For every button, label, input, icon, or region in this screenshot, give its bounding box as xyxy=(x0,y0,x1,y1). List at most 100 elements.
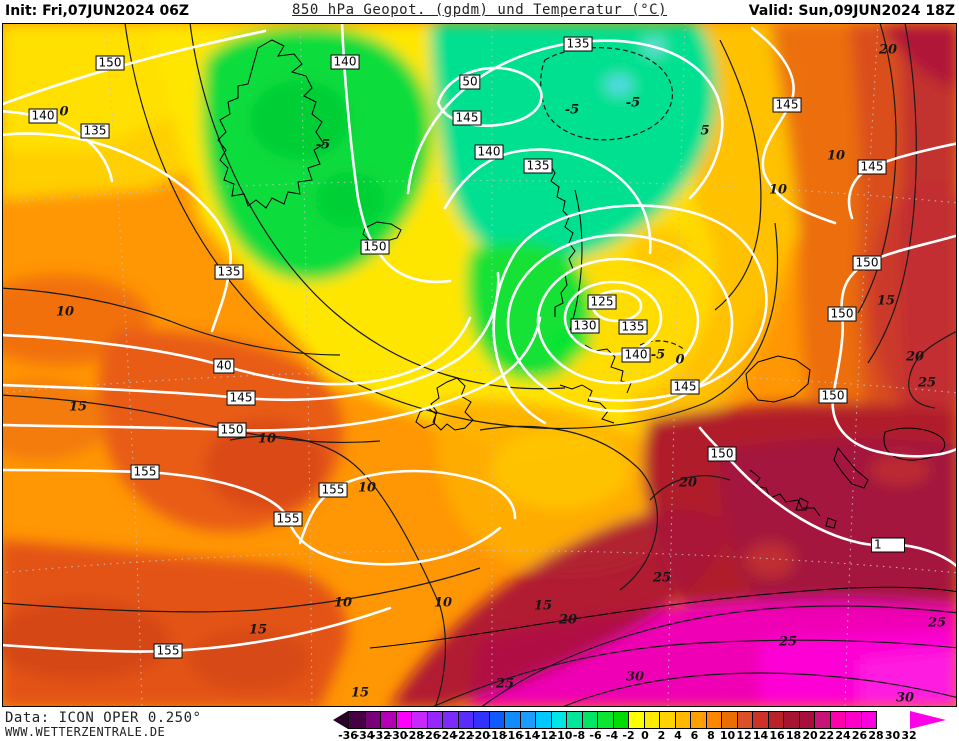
temperature-label: -5 xyxy=(650,347,666,363)
colorbar-tick-label: -12 xyxy=(536,729,556,741)
temperature-label: 25 xyxy=(927,615,947,631)
temperature-label: 0 xyxy=(675,352,685,368)
colorbar-tick-label: 16 xyxy=(769,729,785,741)
geopotential-label: 130 xyxy=(570,318,600,334)
temperature-label: -5 xyxy=(625,95,641,111)
temperature-contours xyxy=(2,23,957,707)
colorbar-cell xyxy=(442,712,458,728)
colorbar-tick-label: -30 xyxy=(387,729,408,741)
temperature-label: 5 xyxy=(700,123,710,139)
geopotential-label: 150 xyxy=(852,255,882,271)
colorbar-tick-label: 14 xyxy=(752,729,769,741)
colorbar-cell xyxy=(566,712,582,728)
colorbar-tick-label: 24 xyxy=(835,729,851,741)
footer-bar: Data: ICON OPER 0.250° WWW.WETTERZENTRAL… xyxy=(0,708,959,741)
temperature-label: 10 xyxy=(333,595,353,611)
colorbar-tick-label: -18 xyxy=(486,729,507,741)
colorbar-cell xyxy=(488,712,504,728)
geopotential-label: 135 xyxy=(618,319,648,335)
geopotential-label: 150 xyxy=(827,306,857,322)
geopotential-label: 40 xyxy=(213,358,235,374)
colorbar-cell xyxy=(628,712,644,728)
colorbar-tick-label: 22 xyxy=(818,729,835,741)
colorbar-tick-label: -4 xyxy=(605,729,619,741)
geopotential-label: 150 xyxy=(217,422,247,438)
colorbar-cell xyxy=(581,712,597,728)
colorbar-tick-label: -36 xyxy=(338,729,358,741)
geopotential-label: 150 xyxy=(707,446,737,462)
temperature-label: -5 xyxy=(564,102,580,118)
geopotential-label: 140 xyxy=(330,54,360,70)
colorbar-cell xyxy=(845,712,861,728)
graticule xyxy=(2,23,957,707)
colorbar-cell xyxy=(364,712,380,728)
geopotential-label: 135 xyxy=(80,123,110,139)
geopotential-label: 155 xyxy=(273,511,303,527)
temperature-label: 15 xyxy=(350,685,370,701)
colorbar-cell xyxy=(643,712,659,728)
geopotential-label: 135 xyxy=(214,264,244,280)
temperature-label: 10 xyxy=(433,595,453,611)
colorbar-left-arrow xyxy=(333,711,348,729)
header-bar: Init: Fri,07JUN2024 06Z 850 hPa Geopot. … xyxy=(0,0,959,23)
colorbar-cell xyxy=(550,712,566,728)
init-time-label: Init: Fri,07JUN2024 06Z xyxy=(5,3,190,19)
colorbar-cell xyxy=(535,712,551,728)
temperature-label: 15 xyxy=(533,598,553,614)
colorbar-tick-label: 10 xyxy=(719,729,736,741)
temperature-label: 15 xyxy=(876,293,896,309)
geopotential-label: 150 xyxy=(818,388,848,404)
colorbar-tick-label: 18 xyxy=(785,729,802,741)
colorbar-tick-label: -24 xyxy=(437,729,457,741)
valid-time-label: Valid: Sun,09JUN2024 18Z xyxy=(748,3,955,19)
colorbar-cells xyxy=(348,711,877,729)
geopotential-label: 145 xyxy=(772,97,802,113)
colorbar-cell xyxy=(473,712,489,728)
colorbar-right-arrow xyxy=(910,711,946,729)
colorbar-tick-label: -26 xyxy=(420,729,441,741)
colorbar-tick-label: -10 xyxy=(552,729,573,741)
colorbar-cell xyxy=(705,712,721,728)
colorbar-tick-label: 4 xyxy=(674,729,682,741)
temperature-label: 0 xyxy=(59,104,69,120)
geopotential-label: 145 xyxy=(452,110,482,126)
temperature-label: 25 xyxy=(652,570,672,586)
temperature-label: -5 xyxy=(315,137,331,153)
temperature-label: 20 xyxy=(678,475,698,491)
temperature-label: 30 xyxy=(895,690,915,706)
colorbar-tick-label: 20 xyxy=(802,729,818,741)
temperature-label: 10 xyxy=(768,182,788,198)
colorbar-tick-label: 6 xyxy=(690,729,699,741)
geopotential-label: 150 xyxy=(360,239,390,255)
geopotential-label: 125 xyxy=(587,294,617,310)
colorbar-cell xyxy=(767,712,783,728)
temperature-label: 10 xyxy=(55,304,75,320)
colorbar-tick-label: -22 xyxy=(453,729,474,741)
colorbar-cell xyxy=(721,712,737,728)
geopotential-label: 135 xyxy=(523,158,553,174)
colorbar-cell xyxy=(395,712,411,728)
temperature-label: 20 xyxy=(558,612,578,628)
colorbar-cell xyxy=(349,712,365,728)
colorbar-cell xyxy=(860,712,876,728)
geopotential-label: 145 xyxy=(857,159,887,175)
geopotential-label: 145 xyxy=(226,390,256,406)
colorbar-tick-label: -34 xyxy=(354,729,375,741)
colorbar-cell xyxy=(612,712,628,728)
colorbar-tick-label: 26 xyxy=(851,729,868,741)
colorbar-cell xyxy=(674,712,690,728)
colorbar-tick-label: -16 xyxy=(503,729,523,741)
geopotential-label: 135 xyxy=(563,36,593,52)
colorbar-tick-label: 32 xyxy=(901,729,917,741)
geopotential-label: 1 xyxy=(871,537,905,553)
geopotential-label: 155 xyxy=(153,643,183,659)
temperature-label: 20 xyxy=(878,42,898,58)
colorbar-tick-label: -6 xyxy=(589,729,602,741)
geopotential-label: 155 xyxy=(318,482,348,498)
temperature-label: 25 xyxy=(495,676,515,692)
colorbar-cell xyxy=(504,712,520,728)
temperature-label: 15 xyxy=(68,399,88,415)
colorbar-cell xyxy=(829,712,845,728)
